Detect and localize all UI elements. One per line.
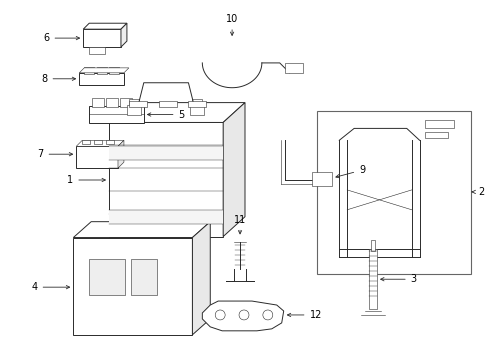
Bar: [84, 67, 94, 74]
Circle shape: [215, 310, 224, 320]
Bar: [317, 111, 470, 274]
Polygon shape: [79, 68, 129, 73]
Text: 11: 11: [233, 215, 245, 234]
Bar: [424, 132, 447, 138]
Bar: [97, 67, 107, 74]
Bar: [158, 100, 176, 107]
Bar: [92, 98, 104, 107]
Text: 10: 10: [225, 14, 238, 35]
Polygon shape: [76, 140, 123, 146]
Text: 3: 3: [380, 274, 416, 284]
Bar: [73, 238, 192, 335]
Text: 12: 12: [287, 310, 321, 320]
Bar: [76, 146, 118, 168]
Bar: [192, 99, 202, 105]
Polygon shape: [223, 103, 244, 237]
Polygon shape: [192, 222, 210, 335]
Bar: [109, 210, 223, 224]
Polygon shape: [109, 103, 244, 122]
Text: 2: 2: [471, 187, 484, 197]
Text: 4: 4: [31, 282, 69, 292]
Bar: [312, 172, 332, 186]
Bar: [370, 239, 374, 251]
Text: 8: 8: [41, 74, 76, 84]
Bar: [83, 29, 121, 47]
Polygon shape: [121, 23, 127, 47]
Bar: [368, 249, 376, 309]
Text: 6: 6: [43, 33, 80, 43]
Bar: [82, 140, 90, 144]
Bar: [109, 146, 223, 160]
Polygon shape: [73, 222, 210, 238]
Polygon shape: [202, 301, 283, 331]
Bar: [109, 122, 223, 237]
Bar: [106, 98, 118, 107]
Bar: [188, 100, 206, 107]
Bar: [131, 260, 156, 295]
Bar: [89, 105, 143, 123]
Bar: [79, 73, 123, 85]
Bar: [120, 98, 132, 107]
Polygon shape: [118, 140, 123, 168]
Bar: [284, 63, 302, 73]
Bar: [190, 105, 204, 114]
Bar: [109, 67, 119, 74]
Circle shape: [239, 310, 248, 320]
Bar: [424, 121, 453, 129]
Text: 1: 1: [67, 175, 105, 185]
Text: 7: 7: [37, 149, 72, 159]
Text: 5: 5: [147, 109, 184, 120]
Bar: [89, 260, 124, 295]
Polygon shape: [83, 23, 127, 29]
Bar: [94, 140, 102, 144]
Bar: [106, 140, 114, 144]
Bar: [129, 100, 146, 107]
Bar: [129, 99, 139, 105]
Bar: [89, 47, 105, 54]
Circle shape: [263, 310, 272, 320]
Bar: [127, 105, 141, 114]
Text: 9: 9: [335, 165, 365, 178]
